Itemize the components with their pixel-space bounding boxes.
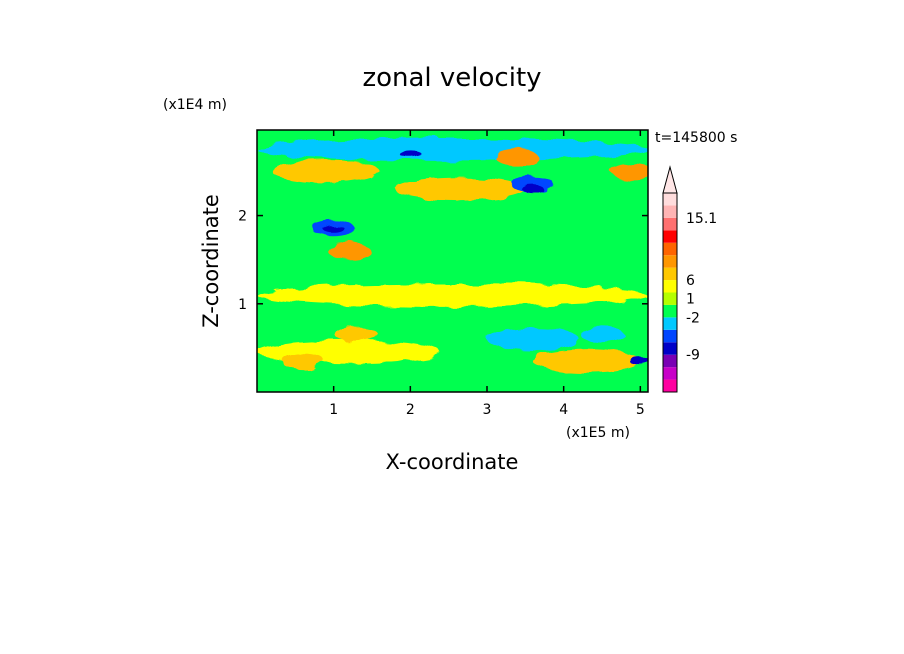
x-axis-label: X-coordinate xyxy=(386,450,519,474)
time-label: t=145800 s xyxy=(655,130,737,146)
colorbar-swatch xyxy=(663,317,677,330)
colorbar-swatch xyxy=(663,292,677,305)
y-scale-label: (x1E4 m) xyxy=(163,97,227,113)
contour-band-1 xyxy=(257,137,648,161)
colorbar-swatch xyxy=(663,205,677,218)
contour-band-2 xyxy=(272,159,380,183)
contour-band-16 xyxy=(487,327,579,351)
contour-band-18 xyxy=(533,349,641,373)
contour-blob-6 xyxy=(327,242,371,259)
contour-blob-8 xyxy=(522,185,544,194)
contour-blob-19 xyxy=(629,357,648,366)
y-axis: 12 xyxy=(238,209,648,313)
colorbar-label: 1 xyxy=(686,292,695,308)
colorbar-swatch xyxy=(663,329,677,343)
colorbar-swatch xyxy=(663,354,677,368)
x-tick-label: 4 xyxy=(559,402,568,418)
plot-frame xyxy=(256,129,649,393)
colorbar-swatch xyxy=(663,230,677,243)
contour-band-3 xyxy=(395,177,526,201)
contour-blob-5 xyxy=(322,224,345,233)
colorbar xyxy=(662,165,678,393)
colorbar-label: 15.1 xyxy=(686,211,717,227)
colorbar-swatch xyxy=(663,255,677,268)
contour-blob-14 xyxy=(281,353,325,370)
colorbar-swatch xyxy=(663,267,677,281)
chart-title: zonal velocity xyxy=(362,63,541,93)
contour-blob-7 xyxy=(511,176,555,193)
x-tick-label: 5 xyxy=(636,402,645,418)
contour-blob-15 xyxy=(335,326,379,343)
x-tick-label: 1 xyxy=(329,402,338,418)
y-tick-label: 2 xyxy=(238,209,247,225)
colorbar-swatch xyxy=(663,342,677,355)
colorbar-swatch xyxy=(663,193,677,206)
colorbar-swatch xyxy=(663,367,677,380)
x-tick-label: 2 xyxy=(406,402,415,418)
colorbar-swatch xyxy=(663,280,677,293)
x-tick-label: 3 xyxy=(483,402,492,418)
contour-blob-10 xyxy=(399,149,422,158)
colorbar-label: -9 xyxy=(686,348,700,364)
colorbar-swatch xyxy=(663,304,677,318)
y-axis-label: Z-coordinate xyxy=(199,194,223,328)
colorbar-swatch xyxy=(663,242,677,256)
colorbar-label: 6 xyxy=(686,273,695,289)
contour-blob-11 xyxy=(611,163,648,180)
x-axis: 1 2 3 4 5 xyxy=(329,130,645,418)
colorbar-swatch xyxy=(663,379,677,392)
contour-band-12 xyxy=(257,283,648,307)
colorbar-swatch xyxy=(663,217,677,231)
colorbar-label: -2 xyxy=(686,310,700,326)
y-tick-label: 1 xyxy=(238,297,247,313)
contour-blob-17 xyxy=(580,326,624,343)
x-scale-label: (x1E5 m) xyxy=(566,425,630,441)
contour-blob-9 xyxy=(496,150,540,167)
colorbar-overflow-arrow xyxy=(662,165,678,194)
heatmap-area xyxy=(257,130,648,392)
colorbar-labels: 15.1 6 1 -2 -9 xyxy=(686,211,717,364)
